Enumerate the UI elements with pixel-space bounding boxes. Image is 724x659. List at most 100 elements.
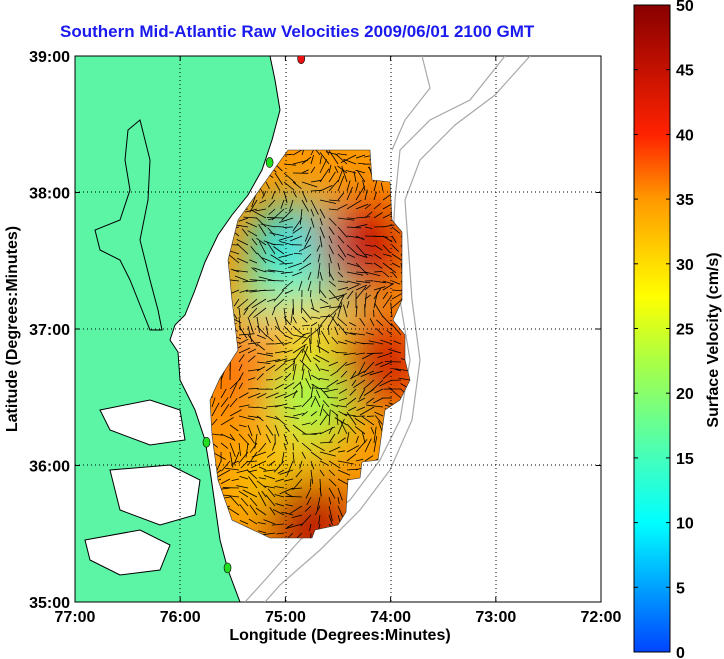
velocity-vector bbox=[346, 431, 350, 444]
velocity-vector bbox=[337, 175, 345, 192]
velocity-vector bbox=[319, 426, 336, 435]
velocity-vector bbox=[319, 441, 333, 444]
velocity-vector bbox=[274, 375, 283, 381]
velocity-vector bbox=[345, 361, 357, 366]
velocity-vector bbox=[314, 395, 321, 408]
velocity-vector bbox=[290, 307, 294, 324]
velocity-vector bbox=[391, 226, 401, 234]
velocity-vector bbox=[251, 210, 267, 219]
velocity-vector bbox=[343, 331, 357, 336]
velocity-vector bbox=[338, 410, 348, 417]
velocity-vector bbox=[319, 289, 327, 299]
velocity-vector bbox=[355, 352, 366, 355]
velocity-vector bbox=[340, 370, 348, 378]
velocity-vector bbox=[369, 370, 384, 376]
velocity-vector bbox=[319, 152, 330, 165]
velocity-vector bbox=[328, 514, 333, 526]
velocity-vector bbox=[275, 503, 285, 507]
velocity-vector bbox=[265, 316, 269, 326]
velocity-vector bbox=[373, 244, 383, 251]
velocity-vector bbox=[264, 270, 276, 273]
velocity-vector bbox=[274, 342, 284, 345]
velocity-vector bbox=[382, 294, 393, 309]
velocity-vector bbox=[337, 203, 348, 210]
velocity-vector bbox=[310, 460, 315, 470]
velocity-vector bbox=[283, 433, 289, 445]
velocity-vector bbox=[310, 298, 315, 310]
velocity-vector bbox=[328, 487, 336, 499]
velocity-vector bbox=[343, 352, 357, 356]
velocity-vector bbox=[320, 330, 330, 345]
station-marker bbox=[223, 562, 232, 574]
velocity-vector bbox=[268, 269, 285, 273]
velocity-vector bbox=[374, 302, 384, 318]
velocity-vector bbox=[374, 411, 384, 417]
velocity-vector bbox=[220, 478, 231, 485]
velocity-vector bbox=[398, 377, 410, 381]
velocity-vector bbox=[356, 406, 366, 412]
velocity-vector bbox=[247, 316, 254, 333]
velocity-vector bbox=[247, 342, 261, 345]
velocity-vector bbox=[239, 520, 249, 525]
velocity-vector bbox=[355, 284, 367, 291]
velocity-vector bbox=[310, 189, 322, 192]
velocity-vector bbox=[236, 239, 249, 246]
velocity-vector bbox=[223, 494, 240, 498]
velocity-vector bbox=[292, 478, 303, 490]
velocity-vector bbox=[253, 267, 267, 273]
velocity-vector bbox=[319, 184, 333, 192]
velocity-vector bbox=[283, 362, 295, 372]
velocity-vector bbox=[343, 158, 357, 165]
velocity-vector bbox=[364, 189, 368, 201]
velocity-vector bbox=[310, 322, 318, 327]
velocity-vector bbox=[355, 253, 368, 258]
velocity-vector bbox=[236, 298, 249, 309]
velocity-vector bbox=[319, 387, 330, 399]
velocity-vector bbox=[283, 334, 293, 340]
velocity-vector bbox=[373, 271, 383, 273]
velocity-vector bbox=[346, 290, 354, 300]
velocity-vector bbox=[292, 424, 307, 436]
velocity-vector bbox=[220, 403, 230, 417]
velocity-vector bbox=[261, 257, 276, 264]
velocity-vector bbox=[361, 342, 375, 345]
velocity-vector bbox=[337, 418, 345, 435]
chart-title: Southern Mid-Atlantic Raw Velocities 200… bbox=[60, 22, 535, 41]
velocity-vector bbox=[283, 349, 293, 354]
velocity-vector bbox=[249, 279, 267, 282]
velocity-vector bbox=[338, 388, 348, 395]
velocity-vector bbox=[364, 244, 374, 247]
velocity-vector bbox=[267, 298, 276, 303]
y-tick-label: 38:00 bbox=[29, 186, 70, 203]
velocity-vector bbox=[300, 514, 312, 527]
velocity-vector bbox=[265, 392, 279, 399]
velocity-vector bbox=[337, 294, 345, 309]
velocity-vector bbox=[301, 422, 311, 426]
velocity-vector bbox=[359, 318, 366, 327]
velocity-vector bbox=[356, 170, 366, 183]
velocity-vector bbox=[328, 505, 333, 521]
colorbar-tick-label: 5 bbox=[676, 580, 685, 597]
velocity-vector bbox=[303, 350, 312, 363]
velocity-vector bbox=[292, 363, 297, 381]
velocity-vector bbox=[251, 298, 267, 309]
velocity-vector bbox=[298, 280, 303, 292]
velocity-vector bbox=[249, 504, 258, 516]
velocity-vector bbox=[274, 362, 286, 372]
velocity-vector bbox=[255, 217, 267, 228]
velocity-vector bbox=[328, 179, 339, 192]
x-axis: 77:00 76:00 75:00 74:00 73:00 72:00 bbox=[55, 56, 622, 626]
velocity-vector bbox=[346, 186, 353, 201]
velocity-vector bbox=[355, 185, 366, 201]
velocity-vector bbox=[301, 307, 312, 320]
velocity-vector bbox=[309, 532, 312, 538]
velocity-vector bbox=[373, 397, 384, 404]
velocity-vector bbox=[364, 438, 372, 453]
velocity-vector bbox=[373, 280, 386, 284]
velocity-vector bbox=[283, 424, 290, 432]
velocity-vector bbox=[319, 199, 337, 204]
velocity-vector bbox=[281, 208, 294, 221]
velocity-vector bbox=[229, 495, 240, 507]
velocity-vector bbox=[298, 262, 312, 271]
velocity-vector bbox=[244, 298, 258, 311]
